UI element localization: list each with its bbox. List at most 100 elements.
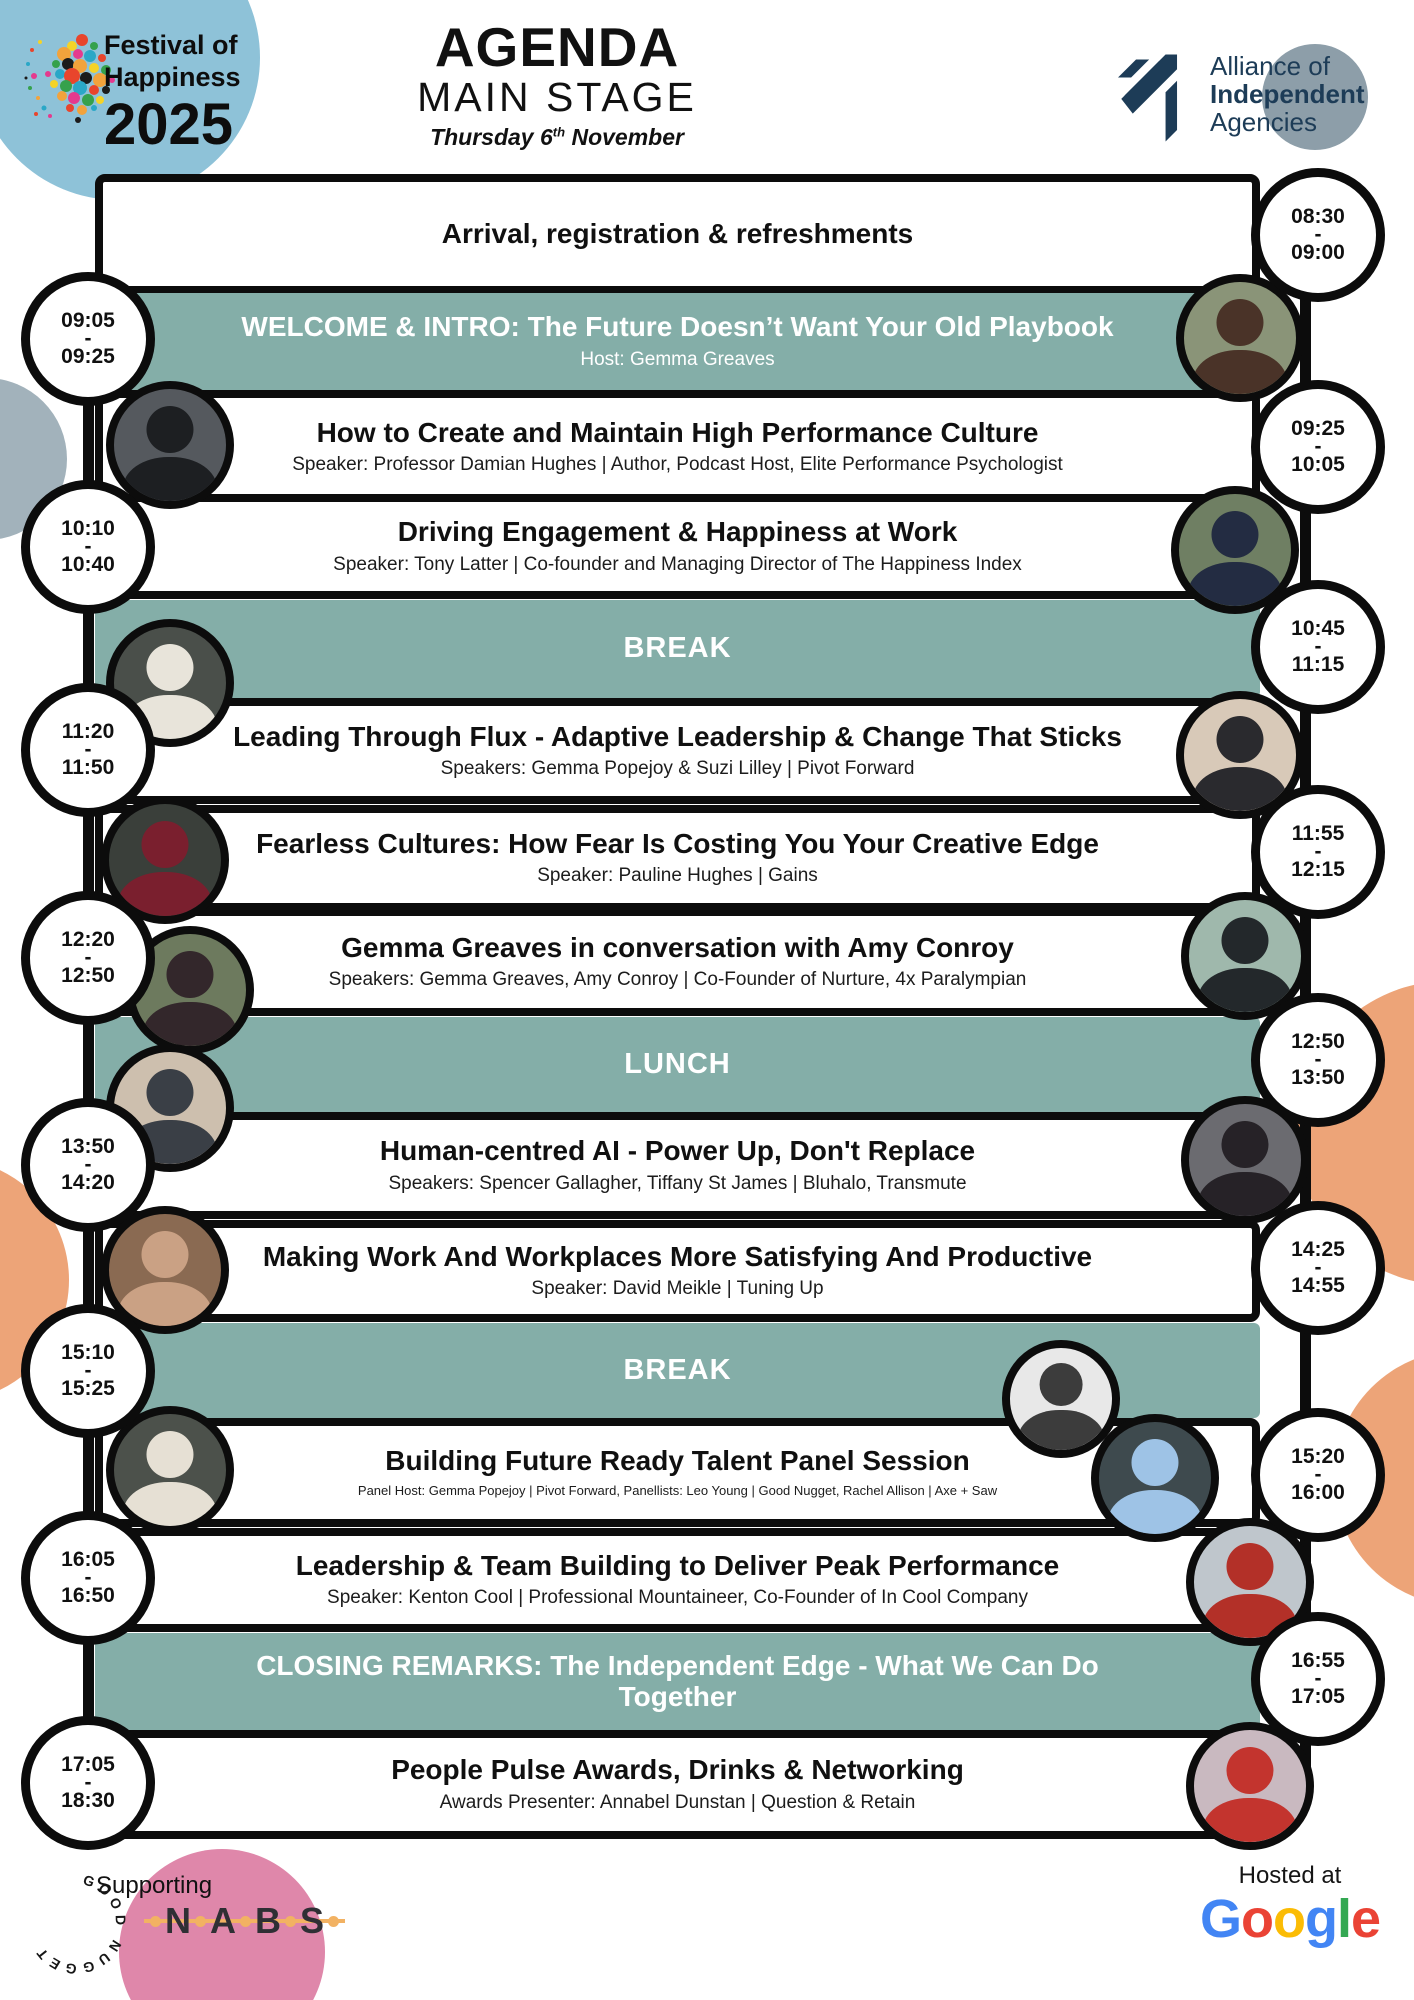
time-badge: 16:05-16:50 [21,1511,155,1645]
time-dash: - [84,945,92,969]
aia-logo: Alliance of Independent Agencies [1118,52,1365,144]
time-dash: - [84,1770,92,1794]
google-letter: g [1304,1889,1338,1949]
time-end: 11:15 [1291,653,1345,677]
time-dash: - [1314,1255,1322,1279]
agenda-row-high-performance: How to Create and Maintain High Performa… [95,390,1260,504]
agenda-row-satisfying-work: Making Work And Workplaces More Satisfyi… [95,1220,1260,1322]
time-dash: - [1314,839,1322,863]
nabs-dot [285,1915,296,1927]
time-start: 15:10 [61,1340,115,1364]
time-end: 16:00 [1291,1481,1345,1505]
google-logo: Google [1165,1892,1414,1946]
session-title: Making Work And Workplaces More Satisfyi… [262,1240,1093,1272]
event-date: Thursday 6th November [377,124,737,151]
date-suffix: November [565,124,684,151]
time-dash: - [84,1152,92,1176]
google-letter: e [1350,1889,1381,1949]
hosted-block: Hosted at Google [1165,1862,1414,1946]
time-badge: 16:55-17:05 [1251,1612,1385,1746]
time-badge: 10:45-11:15 [1251,580,1385,714]
nabs-letter: N [165,1900,191,1941]
time-end: 11:50 [61,756,115,780]
time-end: 15:25 [61,1377,115,1401]
speaker-photo-rachel-allison [1091,1414,1219,1542]
aia-line3: Agencies [1210,107,1317,138]
date-prefix: Thursday 6 [430,124,553,151]
session-speakers: Speaker: Pauline Hughes | Gains [537,865,818,887]
google-letter: G [1199,1889,1242,1949]
time-start: 16:55 [1291,1648,1345,1672]
time-badge: 15:20-16:00 [1251,1408,1385,1542]
time-end: 16:50 [61,1584,115,1608]
session-speakers: Speakers: Gemma Popejoy & Suzi Lilley | … [440,758,915,780]
time-badge: 11:55-12:15 [1251,785,1385,919]
speaker-photo-pauline-hughes [101,796,229,924]
google-letter: o [1240,1889,1274,1949]
time-start: 11:55 [1291,821,1345,845]
time-end: 14:55 [1291,1274,1345,1298]
aia-arrow-icon [1118,54,1178,142]
time-end: 09:25 [61,345,115,369]
session-speakers: Speaker: Professor Damian Hughes | Autho… [292,454,1063,476]
session-title: People Pulse Awards, Drinks & Networking [391,1754,964,1786]
nabs-letter: S [300,1900,325,1941]
session-title: Fearless Cultures: How Fear Is Costing Y… [256,827,1099,859]
speaker-photo-kenton-cool [1186,1518,1314,1646]
session-title: Arrival, registration & refreshments [441,217,914,249]
time-end: 18:30 [61,1789,115,1813]
agenda-row-lunch: LUNCH [95,1017,1260,1112]
time-dash: - [84,1358,92,1382]
time-start: 12:50 [1291,1029,1345,1053]
agenda-row-conversation: Gemma Greaves in conversation with Amy C… [95,908,1260,1016]
nabs-letter: B [255,1900,281,1941]
page-title-block: AGENDA MAIN STAGE Thursday 6th November [377,20,737,151]
agenda-row-fearless-cultures: Fearless Cultures: How Fear Is Costing Y… [95,805,1260,911]
nabs-dot [150,1915,161,1927]
aia-line1: Alliance of [1210,51,1330,81]
agenda-row-leading-flux: Leading Through Flux - Adaptive Leadersh… [95,698,1260,804]
supporting-label: Supporting [96,1872,213,1899]
agenda-row-engagement: Driving Engagement & Happiness at Work S… [95,494,1260,599]
session-panellists: Panel Host: Gemma Popejoy | Pivot Forwar… [357,1483,998,1499]
session-speakers: Awards Presenter: Annabel Dunstan | Ques… [439,1791,916,1813]
nabs-logo: N A B S [143,1900,346,1942]
time-badge: 09:25-10:05 [1251,380,1385,514]
speaker-photo-leo-young [1002,1340,1120,1458]
time-start: 10:45 [1291,616,1345,640]
time-badge: 17:05-18:30 [21,1716,155,1850]
time-dash: - [1314,1462,1322,1486]
aia-wordmark: Alliance of Independent Agencies [1210,52,1365,136]
session-speakers: Speakers: Gemma Greaves, Amy Conroy | Co… [328,969,1027,991]
session-title: BREAK [623,632,732,665]
session-title: BREAK [623,1353,732,1386]
festival-logo: Festival of Happiness 2025 [104,30,241,157]
svg-text:GOOD NUGGET: GOOD NUGGET [30,1872,128,1976]
time-dash: - [84,326,92,350]
festival-year: 2025 [104,91,234,157]
time-start: 15:20 [1291,1444,1345,1468]
time-badge: 14:25-14:55 [1251,1201,1385,1335]
nabs-dot [240,1915,251,1927]
speaker-photo-amy-conroy [1181,892,1309,1020]
agenda-row-peak-performance: Leadership & Team Building to Deliver Pe… [95,1528,1260,1632]
time-end: 09:00 [1291,241,1345,265]
hosted-at-label: Hosted at [1238,1862,1342,1889]
good-nugget-logo: GOOD NUGGET [30,1872,128,1976]
nabs-dot [195,1915,206,1927]
session-title: Human-centred AI - Power Up, Don't Repla… [379,1135,976,1167]
session-speakers: Speaker: David Meikle | Tuning Up [531,1278,824,1300]
speaker-photo-annabel-dunstan [1186,1722,1314,1850]
nabs-dot [328,1915,340,1927]
session-speakers: Speakers: Spencer Gallagher, Tiffany St … [388,1172,967,1194]
page-subtitle: MAIN STAGE [417,74,697,120]
time-dash: - [84,737,92,761]
speaker-photo-gemma-popejoy-panel [106,1406,234,1534]
time-start: 17:05 [61,1752,115,1776]
time-end: 12:15 [1291,858,1345,882]
time-start: 12:20 [61,927,115,951]
nabs-letter: A [210,1900,236,1941]
aia-line2: Independent [1210,79,1365,110]
time-end: 10:40 [61,553,115,577]
google-letter: l [1336,1889,1352,1949]
